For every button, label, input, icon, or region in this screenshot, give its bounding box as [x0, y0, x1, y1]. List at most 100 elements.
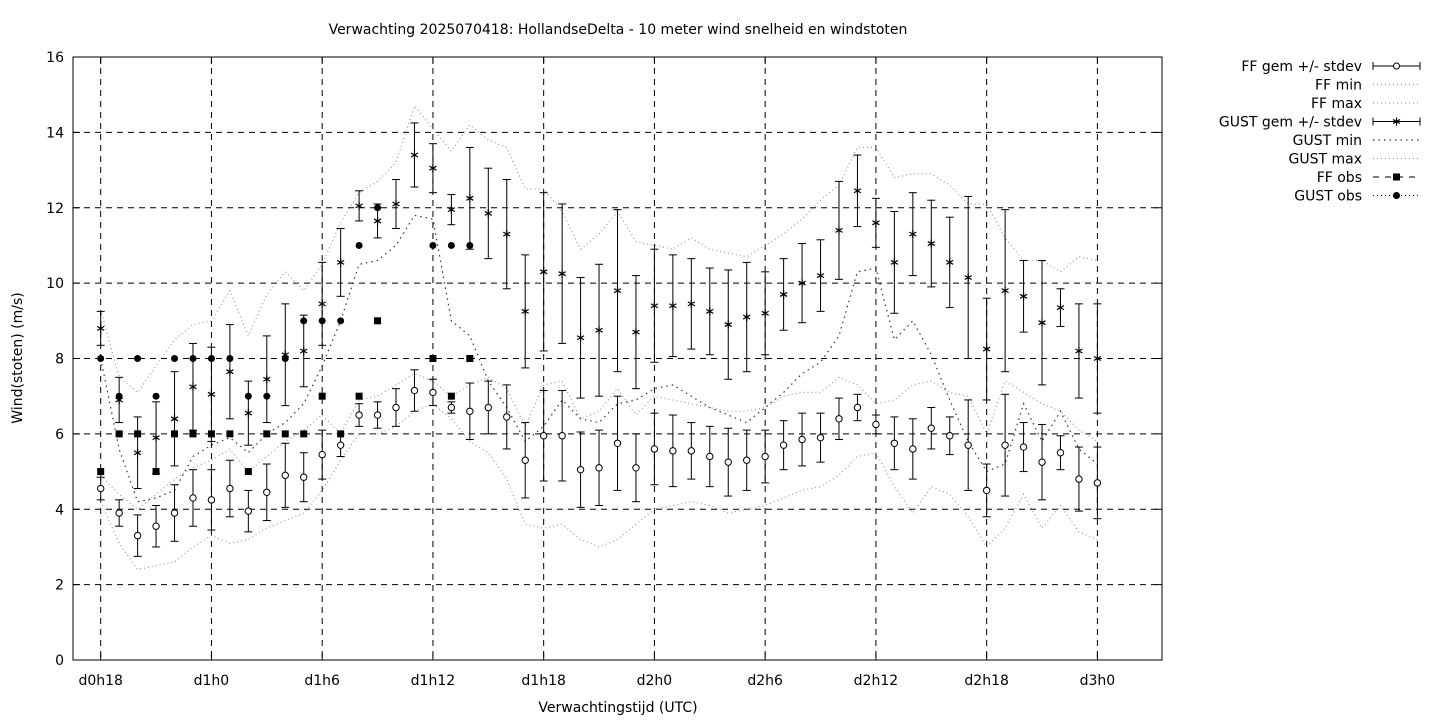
legend-swatch-gust-obs — [1373, 192, 1420, 199]
gust-mean-point — [724, 320, 733, 329]
star-stroke — [816, 273, 825, 279]
star-stroke — [152, 435, 160, 441]
gust-mean-point — [632, 328, 640, 337]
star-stroke — [539, 269, 548, 275]
star-stroke — [872, 220, 880, 226]
star-stroke — [1056, 305, 1065, 311]
ff-obs-point — [152, 468, 160, 476]
ff-mean-point — [669, 447, 677, 455]
ff-obs-point — [226, 430, 234, 438]
gust-obs-point — [189, 355, 197, 362]
star-stroke — [742, 314, 751, 320]
gust-mean-point — [1019, 292, 1028, 301]
gust-obs-point — [97, 355, 105, 362]
star-stroke — [613, 288, 622, 294]
x-axis-title: Verwachtingstijd (UTC) — [538, 700, 697, 716]
ff-obs-point — [355, 392, 363, 400]
ff-mean-point — [410, 386, 419, 395]
gust-mean-point — [447, 205, 456, 214]
star-stroke — [1019, 293, 1028, 299]
y-tick-label: 0 — [55, 653, 64, 669]
gust-obs-point — [171, 355, 179, 362]
ff-obs-point — [337, 430, 345, 438]
ff-mean-point — [853, 403, 862, 412]
star-stroke — [484, 210, 493, 216]
ff-obs-point — [466, 355, 474, 362]
y-tick-label: 4 — [55, 502, 64, 518]
x-tick-label: d2h12 — [854, 673, 898, 689]
ff-obs-point — [207, 430, 215, 438]
gust-mean-point — [1038, 318, 1046, 327]
gust-mean-point — [133, 448, 142, 457]
gust-mean-point — [502, 230, 511, 239]
ff-mean-point — [761, 452, 769, 461]
ff-mean-point — [263, 488, 271, 496]
ff-mean-point — [373, 411, 382, 419]
ff-mean-point — [1019, 443, 1028, 451]
ff-mean-point — [650, 445, 659, 453]
gust-mean-point — [170, 414, 179, 423]
star-stroke — [1093, 355, 1102, 362]
ff-mean-point — [539, 432, 548, 440]
gust-obs-point — [337, 317, 345, 325]
star-stroke — [964, 274, 972, 280]
star-stroke — [1038, 320, 1046, 326]
gust-mean-point — [779, 290, 788, 299]
ff-obs-point — [171, 430, 179, 438]
ff-obs-point — [318, 392, 326, 400]
gust-mean-point — [355, 201, 363, 210]
gust-mean-point — [945, 258, 954, 267]
gust-obs-point — [115, 392, 123, 400]
gust-mean-point — [816, 271, 825, 280]
y-tick-label: 6 — [55, 427, 64, 443]
gust-obs-point — [355, 241, 363, 249]
star-stroke — [1392, 118, 1401, 125]
ff-obs-point — [281, 430, 289, 438]
star-stroke — [558, 271, 566, 277]
legend: FF gem +/- stdev FF min FF max GUST gem +/-… — [1219, 59, 1421, 205]
gust-obs-point — [263, 392, 271, 400]
ff-mean-point — [909, 445, 917, 453]
star-stroke — [1075, 348, 1083, 354]
ff-mean-point — [244, 507, 253, 515]
gust-mean-point — [706, 307, 714, 316]
star-stroke — [447, 207, 456, 213]
gust-mean-point — [872, 218, 880, 227]
ff-mean-point — [318, 450, 326, 459]
y-tick-label: 10 — [46, 276, 64, 292]
ff-mean-point — [779, 441, 788, 449]
gust-mean-point — [336, 258, 345, 267]
gust-obs-point — [374, 204, 382, 212]
ff-mean-point — [152, 522, 160, 530]
ff-obs-point — [189, 430, 197, 438]
star-stroke — [96, 325, 105, 331]
ff-mean-point — [115, 509, 123, 517]
star-stroke — [355, 203, 363, 209]
gust-obs-point — [226, 355, 234, 362]
x-tick-label: d2h0 — [637, 673, 673, 689]
y-tick-label: 8 — [55, 352, 64, 368]
ff-mean-point — [207, 496, 216, 504]
ff-obs-point — [447, 392, 455, 400]
star-stroke — [336, 259, 345, 265]
legend-swatch-ff-obs — [1373, 173, 1420, 181]
ff-obs-point — [115, 430, 123, 438]
gust-mean-point — [964, 273, 972, 282]
star-stroke — [226, 369, 234, 375]
star-stroke — [724, 322, 733, 328]
data-series — [96, 122, 1102, 557]
star-stroke — [170, 416, 179, 422]
gust-mean-point — [466, 194, 474, 203]
gust-mean-point — [299, 346, 308, 355]
gust-mean-point — [595, 326, 603, 335]
gust-mean-point — [835, 226, 843, 235]
ff-mean-point — [1056, 449, 1065, 457]
ff-mean-point — [558, 432, 566, 440]
min-max-bands — [100, 104, 1098, 571]
ff-mean-point — [872, 420, 880, 429]
star-stroke — [706, 308, 714, 314]
x-tick-label: d1h0 — [194, 673, 230, 689]
star-stroke — [1001, 288, 1009, 294]
star-stroke — [890, 259, 899, 265]
legend-label-ff-min: FF min — [1315, 78, 1362, 94]
